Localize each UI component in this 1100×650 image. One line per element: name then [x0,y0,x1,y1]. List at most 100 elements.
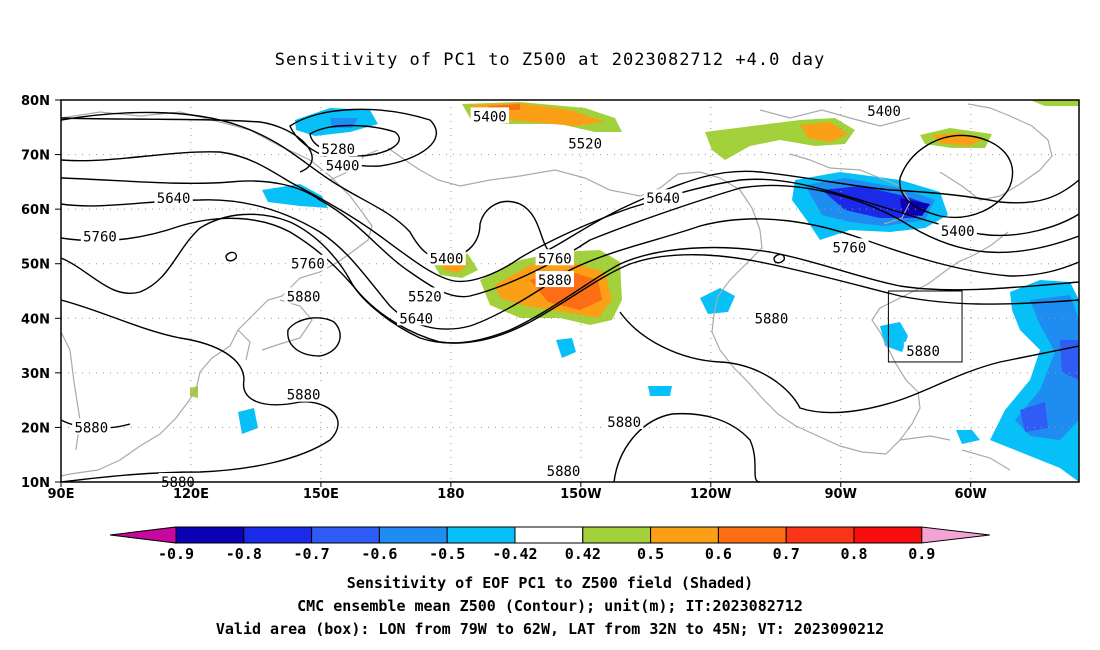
colorbar-label: -0.7 [294,545,330,563]
colorbar-label: -0.42 [492,545,537,563]
colorbar-box [514,526,584,544]
colorbar-max-triangle [921,526,990,544]
contour-label: 5880 [547,464,581,480]
colorbar: -0.9 -0.8 -0.7 -0.6 -0.5 -0.42 0.42 0.5 0.6 0.7 0.… [109,526,990,563]
colorbar-label: -0.6 [361,545,397,563]
longitude-label: 150E [303,487,339,502]
colorbar-box [785,526,855,544]
contour-label: 5400 [867,104,901,120]
latitude-label: 50N [21,258,50,273]
negative-shade-gulf [880,322,908,352]
contour-label-bg [397,309,436,326]
footer-valid-area-caption: Valid area (box): LON from 79W to 62W, L… [215,620,885,638]
negative-shade-okhotsk [262,184,328,208]
footer-shaded-caption: Sensitivity of EOF PC1 to Z500 field (Sh… [346,574,754,592]
negative-shade-atlantic-core [1015,295,1079,440]
contour-label: 5760 [83,229,117,245]
contour-label-bg [284,385,323,402]
negative-shade-hawaii [556,338,576,358]
latitude-label: 30N [21,367,50,382]
longitude-label: 90E [48,487,75,502]
contour-label-bg [752,309,791,326]
contour-label-bg [535,249,575,266]
longitude-label: 60W [954,487,986,502]
contour-label-bg [80,227,120,244]
contour-label: 5400 [473,109,507,125]
longitude-label: 90W [825,487,857,502]
longitude-label: 150W [560,487,601,502]
contour-label: 5880 [755,311,789,327]
contour-label: 5880 [161,475,195,491]
contour-label-bg [830,238,869,255]
colorbar-box [175,526,245,544]
contour-label: 5880 [287,289,321,305]
colorbar-label: 0.5 [637,545,664,563]
contour-label-bg [72,418,111,435]
contour-label: 5880 [607,415,641,431]
footer-contour-caption: CMC ensemble mean Z500 (Contour); unit(m… [297,597,803,615]
contour-label-bg [643,189,683,206]
negative-shade-western-pacific [238,408,258,434]
contour-labels: 5280540056405760576058805880588058805400… [72,101,977,491]
contour-label: 5640 [646,191,680,207]
contour-label-bg [470,107,510,124]
positive-shade-alaska-core [800,122,848,142]
negative-shade-east-pacific [648,386,672,396]
longitude-label: 120W [690,487,731,502]
colorbar-box [650,526,719,544]
colorbar-label: -0.8 [226,545,262,563]
contour-label-bg [938,221,977,238]
colorbar-box [582,526,652,544]
contour-label: 5880 [906,344,940,360]
latitude-label: 60N [21,203,50,218]
longitude-label: 180 [437,487,464,502]
contour-label: 5640 [399,311,433,327]
contour-label: 5400 [430,251,464,267]
contour-label: 5880 [74,420,108,436]
contour-label-bg [288,254,328,271]
contour-label-bg [864,101,904,118]
contour-label: 5400 [326,158,360,174]
colorbar-min-triangle [109,526,177,544]
colorbar-box [446,526,516,544]
contour-label: 5760 [291,257,325,273]
colorbar-box [311,526,380,544]
contour-label-bg [158,473,198,489]
latitude-label: 40N [21,312,50,327]
contour-label-bg [323,156,362,173]
negative-shade-canada-max [900,198,930,216]
sensitivity-shading [190,100,1079,482]
z500-contours [61,108,1079,482]
positive-shade-arctic-east [1030,100,1079,106]
longitude-label: 120E [173,487,209,502]
contour-label-bg [565,134,605,151]
contour-label-bg [903,342,943,359]
latitude-labels: 80N 70N 60N 50N 40N 30N 20N 10N [21,94,61,491]
valid-area-box [887,290,963,363]
colorbar-box [717,526,787,544]
contour-label: 5880 [538,273,572,289]
latitude-label: 20N [21,421,50,436]
negative-shade-atlantic-max [1020,340,1079,432]
colorbar-label: 0.7 [773,545,800,563]
contour-label: 5880 [287,388,321,404]
colorbar-label: 0.9 [908,545,935,563]
colorbar-label: -0.9 [158,545,194,563]
plot-frame [60,99,1080,483]
contour-label: 5520 [408,289,442,305]
graticule [61,100,1079,482]
colorbar-box [378,526,448,544]
contour-label-bg [284,287,323,304]
contour-label-bg [405,287,445,304]
contour-label-bg [544,462,583,479]
latitude-label: 10N [21,476,50,491]
colorbar-label: 0.8 [840,545,867,563]
colorbar-box [243,526,313,544]
contour-label-bg [535,271,575,288]
contour-label: 5400 [941,224,975,240]
colorbar-label: -0.5 [429,545,465,563]
contour-label-bg [154,189,193,206]
latitude-label: 80N [21,94,50,109]
contour-label: 5760 [538,251,572,267]
